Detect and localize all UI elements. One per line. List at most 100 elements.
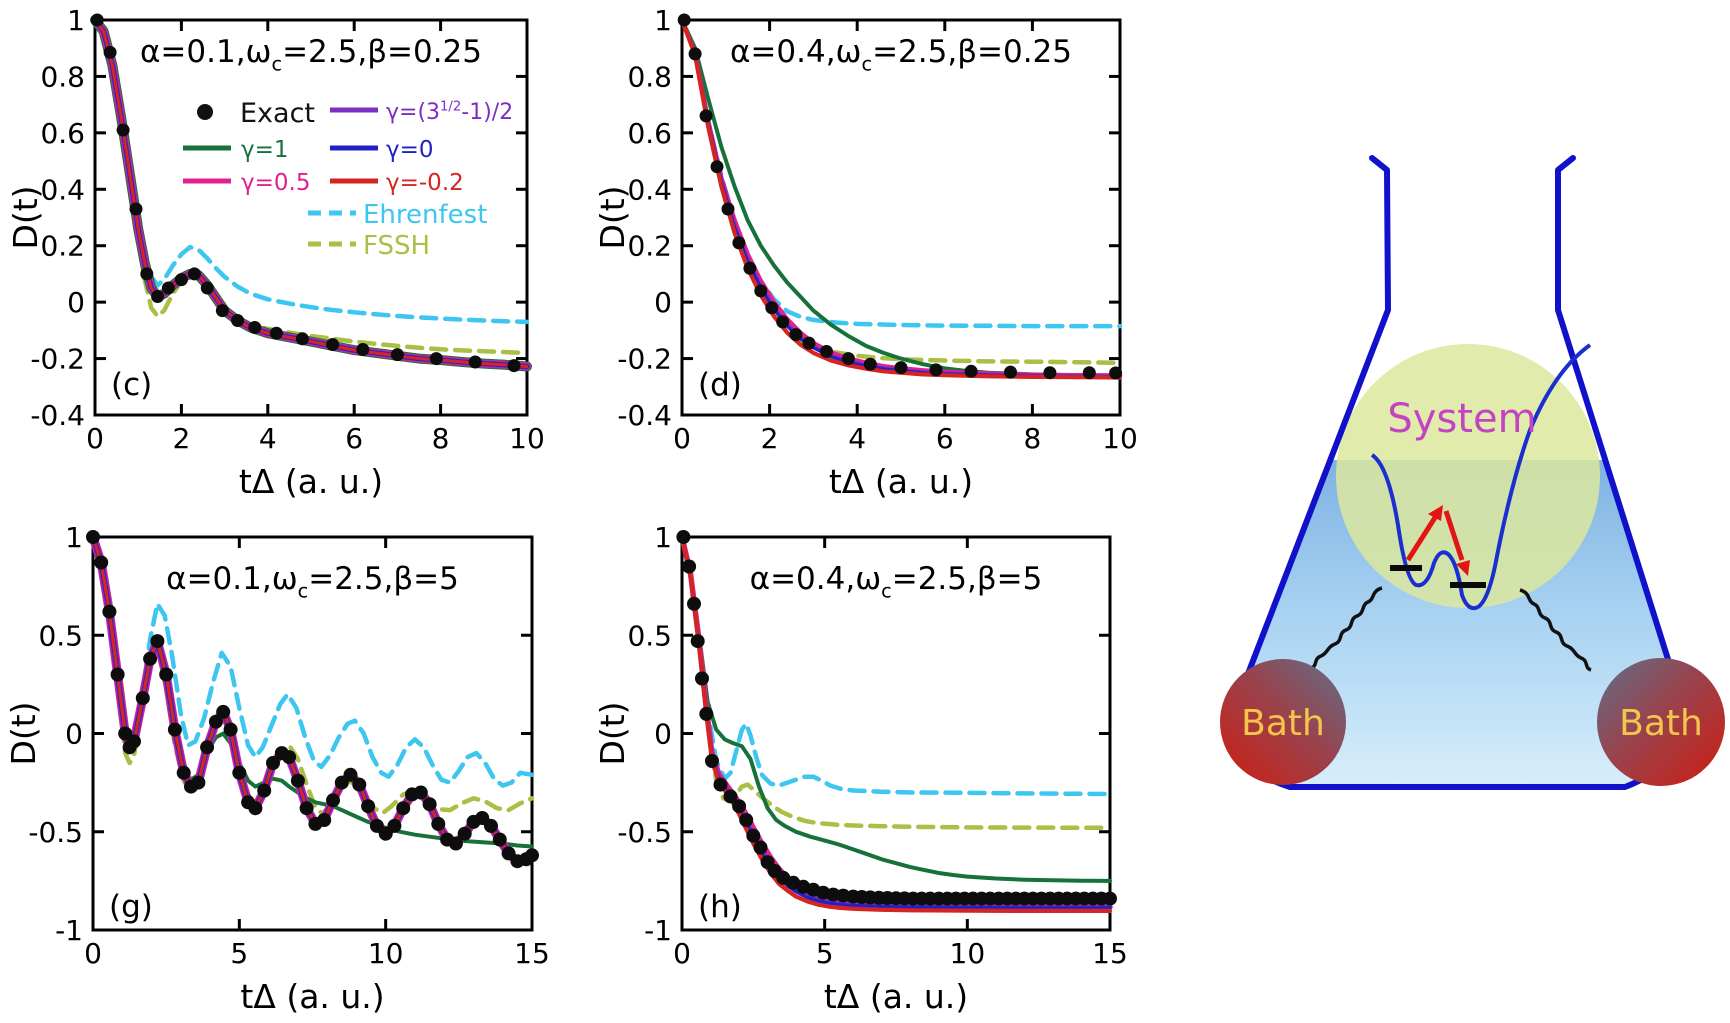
exact-dot <box>690 634 705 649</box>
transition-arrow-up <box>1405 514 1439 562</box>
exact-dot <box>343 767 358 782</box>
y-tick-label: 1 <box>654 521 672 554</box>
x-tick-label: 10 <box>509 422 545 455</box>
exact-dot <box>765 301 779 315</box>
exact-dot <box>863 357 877 371</box>
exact-dot <box>396 801 411 816</box>
exact-dot <box>90 13 104 27</box>
legend-label: γ=0.5 <box>241 170 310 196</box>
legend-label: γ=0 <box>386 137 434 163</box>
exact-dot <box>699 109 713 123</box>
series-fssh-d <box>679 17 1123 366</box>
exact-dot <box>102 604 117 619</box>
exact-dot <box>387 818 402 833</box>
exact-dot <box>705 754 719 768</box>
y-tick-label: -0.4 <box>617 399 672 432</box>
exact-dot <box>688 47 702 61</box>
exact-dot <box>841 352 855 366</box>
exact-dot <box>317 813 332 827</box>
panel-c-frame <box>93 18 529 417</box>
exact-dot <box>468 355 482 369</box>
exact-dot <box>326 793 340 808</box>
panel-title: α=0.4,ωc=2.5,β=0.25 <box>730 34 1072 75</box>
exact-dot <box>140 267 154 281</box>
x-tick-label: 4 <box>848 422 866 455</box>
exact-dot <box>167 722 182 737</box>
y-tick-label: 0 <box>65 718 83 751</box>
exact-dot <box>110 667 125 682</box>
x-tick-label: 15 <box>1092 937 1128 970</box>
exact-dot <box>326 338 340 351</box>
panel-title: α=0.1,ωc=2.5,β=0.25 <box>140 34 482 75</box>
exact-dot <box>699 706 714 721</box>
exact-dot <box>191 775 206 790</box>
x-tick-label: 15 <box>514 937 550 970</box>
exact-dot <box>802 336 816 350</box>
exact-dot <box>150 634 165 649</box>
exact-dot <box>216 704 231 719</box>
x-tick-label: 6 <box>936 422 954 455</box>
y-tick-label: 1 <box>65 521 83 554</box>
exact-dot <box>356 343 370 356</box>
series-gamma0-d <box>680 18 1122 379</box>
exact-dot <box>352 777 367 792</box>
exact-dot <box>721 202 735 216</box>
series-gammaSqrt-d <box>680 18 1122 379</box>
x-axis-label: tΔ (a. u.) <box>829 462 973 501</box>
exact-dot <box>677 13 691 27</box>
series-ehrenfest-h <box>679 534 1113 797</box>
panel-c: 0 2 4 6 8 10 1 0.8 0.6 0.4 0.2 0 -0.2 -0.4 tΔ (a. u.) D… <box>6 4 545 501</box>
exact-dot <box>86 530 100 544</box>
coupling-squiggle-right <box>1519 588 1592 672</box>
legend-label: FSSH <box>363 231 430 261</box>
exact-dot <box>413 785 428 800</box>
exact-dot <box>200 281 214 295</box>
exact-dot <box>248 801 263 816</box>
y-tick-label: 1 <box>654 4 672 37</box>
exact-dot <box>739 813 754 827</box>
exact-dot <box>231 314 245 327</box>
exact-dot <box>361 799 376 814</box>
y-tick-label: 0.6 <box>40 117 85 150</box>
exact-dot <box>894 361 908 375</box>
exact-dot <box>208 714 223 729</box>
exact-dot <box>127 734 141 749</box>
x-axis-label: tΔ (a. u.) <box>239 462 383 501</box>
exact-dot <box>743 261 757 275</box>
y-tick-label: 0.2 <box>40 230 85 263</box>
exact-dot <box>1103 891 1117 906</box>
x-tick-label: 0 <box>673 937 691 970</box>
exact-dot <box>295 332 309 346</box>
exact-dot <box>754 284 768 298</box>
exact-dot <box>266 756 280 770</box>
exact-dot <box>929 363 943 377</box>
exact-dot <box>964 364 978 378</box>
legend-marker-exact <box>197 104 213 120</box>
exact-dot <box>1109 366 1123 380</box>
bath-sphere-right <box>1597 658 1725 786</box>
y-tick-label: 0 <box>67 286 85 319</box>
panel-tag: (d) <box>698 367 742 403</box>
exact-dot <box>1043 366 1057 380</box>
legend-label: γ=1 <box>241 137 289 163</box>
series-gamma1-h <box>680 535 1112 883</box>
exact-dot <box>143 651 158 666</box>
panel-title: α=0.4,ωc=2.5,β=5 <box>750 561 1043 602</box>
y-tick-label: -1 <box>55 914 83 947</box>
exact-dot <box>753 840 768 855</box>
transition-arrow-up-head <box>1428 505 1443 521</box>
series-ehrenfest-g <box>90 534 535 788</box>
panel-tag: (g) <box>109 889 153 925</box>
exact-dot <box>422 797 437 812</box>
exact-dot <box>215 304 229 318</box>
x-tick-label: 10 <box>1102 422 1138 455</box>
y-tick-label: 0.4 <box>627 173 672 206</box>
transition-arrow-down <box>1443 510 1465 561</box>
exact-dot <box>94 555 109 570</box>
x-tick-label: 10 <box>950 937 986 970</box>
exact-dot <box>1082 366 1096 380</box>
x-tick-label: 2 <box>761 422 779 455</box>
series-gamma1-d <box>680 18 1122 378</box>
exact-dot <box>103 45 117 59</box>
